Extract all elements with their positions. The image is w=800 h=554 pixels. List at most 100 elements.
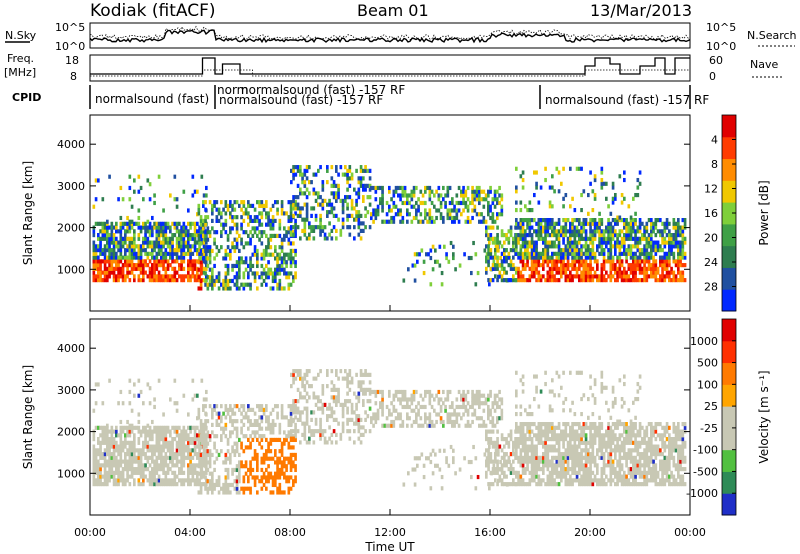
power-cell: [231, 226, 234, 231]
power-cell: [507, 251, 511, 256]
power-cell: [616, 236, 619, 241]
velocity-cell: [339, 402, 343, 407]
power-cell: [473, 189, 477, 194]
power-cell: [265, 271, 268, 276]
power-cell: [189, 236, 192, 241]
power-cell: [189, 263, 192, 268]
velocity-cell: [341, 429, 345, 434]
power-cell: [355, 217, 358, 222]
power-cell: [199, 241, 203, 246]
power-cell: [451, 200, 454, 206]
velocity-cell: [139, 467, 143, 472]
power-cell: [92, 259, 96, 264]
velocity-cell: [294, 399, 298, 404]
power-cell: [476, 270, 480, 276]
velocity-cell: [480, 393, 483, 398]
velocity-cell: [189, 478, 192, 483]
power-cell: [470, 270, 473, 276]
power-cell: [215, 200, 219, 205]
velocity-cell: [121, 467, 125, 472]
velocity-cell: [148, 478, 152, 483]
velocity-cell: [372, 389, 375, 395]
power-cell: [555, 255, 559, 260]
power-cell: [187, 221, 190, 226]
velocity-cell: [301, 410, 304, 415]
velocity-cell: [359, 387, 363, 392]
power-cell: [573, 255, 577, 260]
power-cell: [162, 208, 165, 213]
power-cell: [381, 193, 384, 198]
power-cell: [256, 252, 259, 257]
power-cell: [137, 263, 141, 268]
power-cell: [494, 236, 497, 241]
power-cell: [148, 244, 152, 249]
velocity-cell: [507, 455, 511, 460]
power-cell: [573, 274, 577, 279]
velocity-cell: [359, 417, 363, 422]
power-cell: [133, 248, 136, 253]
power-cell: [553, 266, 556, 271]
power-cell: [471, 208, 474, 213]
velocity-cell: [249, 434, 252, 439]
power-cell: [187, 251, 190, 256]
power-cell: [500, 251, 504, 256]
velocity-cell: [235, 464, 239, 469]
power-cell: [620, 274, 624, 279]
power-cell: [278, 226, 282, 231]
power-cell: [166, 225, 170, 230]
power-cell: [376, 204, 380, 209]
power-cell: [128, 174, 132, 179]
velocity-cell: [489, 408, 492, 413]
velocity-cell: [224, 475, 228, 480]
power-cell: [616, 274, 619, 279]
power-cell: [403, 193, 407, 198]
velocity-cell: [299, 369, 302, 374]
power-cell: [256, 226, 259, 231]
velocity-cell: [478, 401, 481, 406]
velocity-cell: [285, 415, 288, 420]
power-cell: [665, 240, 669, 245]
velocity-cell: [519, 459, 523, 464]
power-cell: [611, 266, 615, 271]
power-cell: [238, 203, 241, 208]
power-cell: [97, 259, 100, 264]
power-cell: [489, 248, 493, 253]
velocity-cell: [126, 459, 129, 464]
power-cell: [551, 255, 554, 260]
velocity-cell: [503, 437, 506, 442]
velocity-cell: [491, 404, 495, 410]
velocity-cell: [128, 401, 132, 406]
velocity-cell: [206, 479, 210, 484]
power-cell: [677, 229, 680, 234]
power-cell: [591, 274, 595, 279]
velocity-cell: [133, 382, 136, 387]
power-cell: [494, 263, 497, 268]
velocity-cell: [187, 463, 190, 468]
velocity-cell: [205, 470, 208, 475]
velocity-cell: [535, 437, 538, 442]
power-cell: [609, 244, 613, 249]
velocity-cell: [448, 419, 452, 425]
power-cell: [661, 263, 664, 268]
power-cell: [235, 278, 239, 284]
power-cell: [587, 278, 590, 283]
power-cell: [157, 229, 161, 234]
power-cell: [453, 215, 456, 221]
velocity-cell: [196, 478, 199, 483]
velocity-cell: [117, 452, 120, 457]
power-cell: [548, 259, 552, 264]
velocity-cell: [94, 470, 98, 475]
power-cell: [663, 274, 667, 279]
velocity-cell: [121, 425, 125, 430]
power-cell: [591, 236, 595, 241]
velocity-cell: [137, 429, 141, 434]
power-cell: [521, 266, 525, 271]
power-cell: [533, 229, 536, 234]
velocity-cell: [146, 478, 150, 483]
power-cell: [580, 166, 583, 171]
power-cell: [296, 195, 300, 200]
power-cell: [487, 236, 490, 241]
power-cell: [521, 221, 525, 226]
velocity-cell: [366, 399, 370, 404]
power-cell: [623, 251, 626, 256]
